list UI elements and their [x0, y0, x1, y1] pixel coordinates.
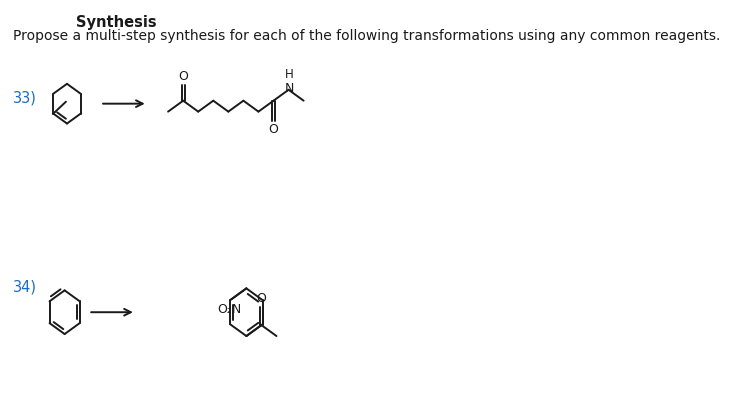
Text: N: N [284, 82, 294, 95]
Text: Propose a multi-step synthesis for each of the following transformations using a: Propose a multi-step synthesis for each … [13, 29, 721, 43]
Text: 34): 34) [13, 279, 37, 294]
Text: O: O [178, 70, 188, 83]
Text: O₂N: O₂N [217, 303, 241, 316]
Text: H: H [285, 68, 294, 81]
Text: O: O [268, 122, 279, 136]
Text: 33): 33) [13, 91, 37, 106]
Text: O: O [257, 292, 266, 305]
Text: Synthesis: Synthesis [76, 15, 157, 30]
